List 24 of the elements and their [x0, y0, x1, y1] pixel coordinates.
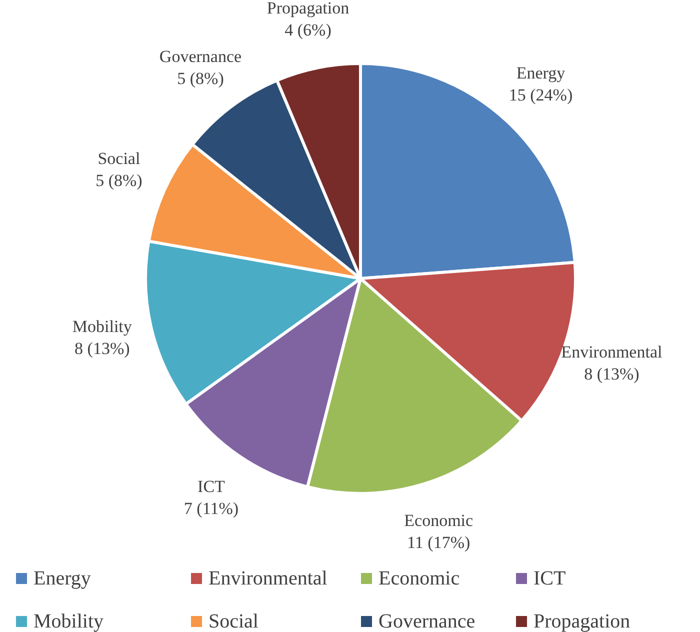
data-label: 8 (13%) — [74, 338, 130, 358]
data-label: 11 (17%) — [407, 533, 470, 552]
data-label: 15 (24%) — [508, 86, 573, 105]
legend-label: Energy — [34, 568, 91, 590]
slice-label: Propagation — [266, 0, 350, 18]
slice-label: Mobility — [72, 316, 132, 336]
legend-label: ICT — [534, 568, 566, 590]
legend-label: Economic — [378, 568, 460, 590]
slice-label: Social — [98, 149, 140, 168]
slice-label: Governance — [159, 46, 242, 66]
data-label: 5 (8%) — [177, 68, 224, 88]
slice-label: Environmental — [561, 342, 662, 362]
legend-label: Mobility — [34, 610, 104, 632]
slice-label: Economic — [404, 511, 474, 530]
slice-label: ICT — [198, 476, 226, 496]
legend-label: Environmental — [208, 568, 328, 590]
legend-label: Governance — [378, 610, 476, 632]
legend-label: Propagation — [534, 610, 630, 632]
data-label: 8 (13%) — [584, 364, 640, 384]
slice-label: Energy — [516, 64, 566, 83]
data-label: 5 (8%) — [96, 171, 142, 190]
legend-label: Social — [208, 610, 259, 632]
data-label: 4 (6%) — [284, 20, 332, 40]
data-label: 7 (11%) — [184, 498, 239, 518]
